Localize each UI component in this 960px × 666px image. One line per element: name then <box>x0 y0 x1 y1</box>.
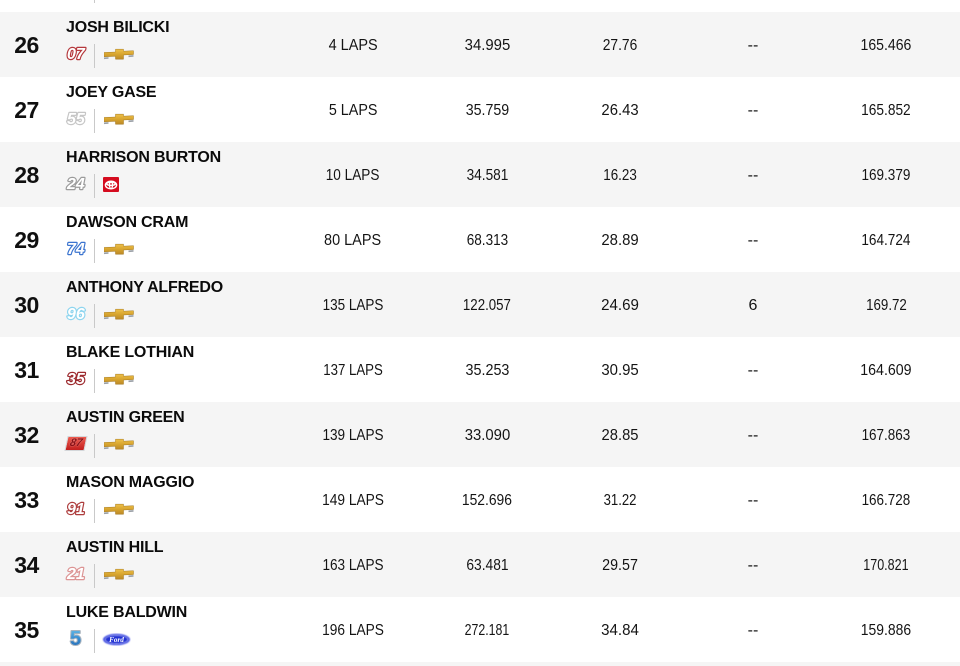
svg-text:24: 24 <box>66 176 85 193</box>
svg-text:55: 55 <box>67 111 86 128</box>
svg-text:Ford: Ford <box>109 636 124 644</box>
svg-text:07: 07 <box>67 46 86 63</box>
svg-text:5: 5 <box>70 628 81 648</box>
svg-text:91: 91 <box>67 501 85 518</box>
svg-text:35: 35 <box>67 371 86 388</box>
svg-text:74: 74 <box>67 241 85 258</box>
svg-text:96: 96 <box>67 306 85 323</box>
svg-text:21: 21 <box>66 566 85 583</box>
